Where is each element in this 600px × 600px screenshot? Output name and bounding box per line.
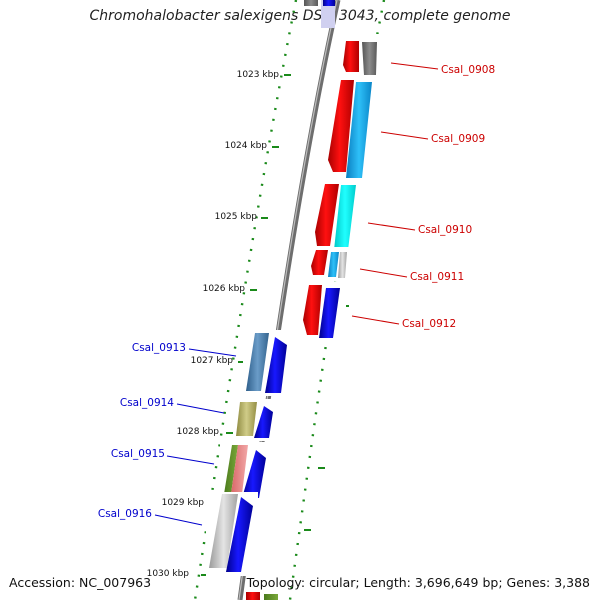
gene-label-csal-0909[interactable]: Csal_0909	[431, 133, 485, 145]
ruler-label: 1030 kbp	[147, 569, 190, 579]
gene-csal-0915[interactable]	[220, 442, 270, 498]
gene-labels-right[interactable]: Csal_0908 Csal_0909 Csal_0910 Csal_0911 …	[402, 64, 495, 330]
ruler-label: 1026 kbp	[203, 284, 246, 294]
ruler-label: 1029 kbp	[162, 498, 205, 508]
gene-label-csal-0916[interactable]: Csal_0916	[98, 508, 152, 520]
ruler-label: 1024 kbp	[225, 141, 268, 151]
gene-labels-left[interactable]: Csal_0913 Csal_0914 Csal_0915 Csal_0916	[98, 342, 186, 520]
gene-csal-0916[interactable]	[206, 492, 258, 576]
gene-csal-0911[interactable]	[310, 247, 356, 279]
label-leaders-right	[351, 62, 439, 325]
gene-csal-0914[interactable]	[233, 399, 276, 441]
gene-features-right[interactable]	[300, 34, 385, 340]
gene-features-left[interactable]	[206, 330, 291, 576]
label-leaders-left	[154, 348, 237, 526]
bottom-partial-features	[246, 592, 278, 600]
ruler-label: 1023 kbp	[237, 70, 280, 80]
gene-label-csal-0912[interactable]: Csal_0912	[402, 318, 456, 330]
gene-csal-0913[interactable]	[243, 330, 291, 396]
gene-csal-0908[interactable]	[339, 34, 385, 80]
genome-stats-text: Topology: circular; Length: 3,696,649 bp…	[246, 575, 590, 590]
gene-csal-0910[interactable]	[313, 182, 361, 250]
ruler-label: 1028 kbp	[177, 427, 220, 437]
gene-csal-0912[interactable]	[300, 282, 346, 340]
gene-label-csal-0915[interactable]: Csal_0915	[111, 448, 165, 460]
gene-label-csal-0911[interactable]: Csal_0911	[410, 271, 464, 283]
gene-label-csal-0913[interactable]: Csal_0913	[132, 342, 186, 354]
gene-label-csal-0910[interactable]: Csal_0910	[418, 224, 472, 236]
map-title: Chromohalobacter salexigens DSM 3043, co…	[89, 8, 511, 24]
ruler-labels: 1023 kbp 1024 kbp 1025 kbp 1026 kbp 1027…	[147, 70, 280, 579]
top-partial-features	[304, 0, 335, 28]
gene-label-csal-0908[interactable]: Csal_0908	[441, 64, 495, 76]
gene-label-csal-0914[interactable]: Csal_0914	[120, 397, 174, 409]
accession-text: Accession: NC_007963	[9, 575, 152, 590]
gene-csal-0909[interactable]	[326, 78, 376, 180]
ruler-label: 1025 kbp	[215, 212, 258, 222]
ruler-label: 1027 kbp	[191, 356, 234, 366]
